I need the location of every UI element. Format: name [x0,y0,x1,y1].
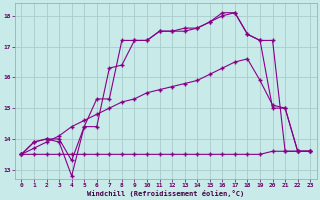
X-axis label: Windchill (Refroidissement éolien,°C): Windchill (Refroidissement éolien,°C) [87,190,244,197]
